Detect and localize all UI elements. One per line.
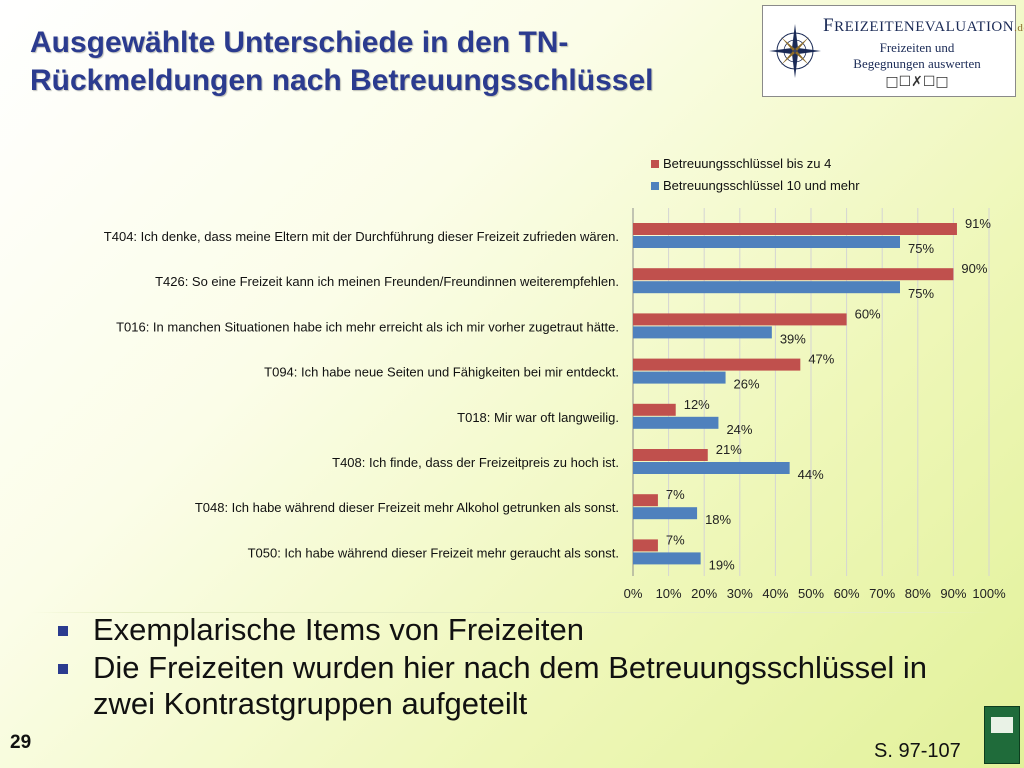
legend-swatch — [651, 160, 659, 168]
category-label: T408: Ich finde, dass der Freizeitpreis … — [332, 455, 619, 470]
bullet-item: Die Freizeiten wurden hier nach dem Betr… — [55, 650, 985, 722]
logo-tagline: Freizeiten und Begegnungen auswerten — [823, 40, 1011, 72]
bar — [633, 236, 900, 248]
legend-swatch — [651, 182, 659, 190]
logo-brand-tld: .de — [1014, 22, 1024, 34]
logo-brand-text: FREIZEITENEVALUATION.de — [823, 15, 1024, 37]
book-cover-thumbnail — [984, 706, 1020, 764]
bar — [633, 462, 790, 474]
bullet-square-icon — [58, 664, 68, 674]
data-label: 75% — [908, 241, 934, 256]
slide-title: Ausgewählte Unterschiede in den TN-Rückm… — [30, 26, 654, 97]
x-tick-label: 60% — [834, 586, 860, 601]
logo-brand-rest: REIZEITENEVALUATION — [834, 19, 1015, 35]
page-reference: S. 97-107 — [874, 740, 961, 762]
data-label: 39% — [780, 331, 806, 346]
data-label: 24% — [726, 422, 752, 437]
logo-tagline-line2: Begegnungen auswerten — [853, 56, 981, 71]
x-tick-label: 20% — [691, 586, 717, 601]
legend-label: Betreuungsschlüssel 10 und mehr — [663, 178, 860, 193]
bar — [633, 371, 726, 384]
bar — [633, 326, 772, 339]
data-label: 75% — [908, 286, 934, 301]
bar — [633, 552, 701, 565]
compass-rose-icon — [769, 24, 821, 78]
bullet-square-icon — [58, 626, 68, 636]
bullet-text: Die Freizeiten wurden hier nach dem Betr… — [93, 650, 927, 721]
category-label: T048: Ich habe während dieser Freizeit m… — [195, 500, 619, 515]
bar — [633, 416, 719, 429]
bullet-text: Exemplarische Items von Freizeiten — [93, 612, 585, 647]
category-label: T426: So eine Freizeit kann ich meinen F… — [155, 274, 619, 289]
x-tick-label: 90% — [940, 586, 966, 601]
category-label: T094: Ich habe neue Seiten und Fähigkeit… — [264, 365, 619, 380]
bar-chart: 0% 10% 20% 30% 40% 50% 60% 70% 80% 90% 100% Betreuu… — [104, 156, 1006, 601]
x-tick-label: 80% — [905, 586, 931, 601]
logo-tagline-line1: Freizeiten und — [879, 40, 955, 55]
data-label: 91% — [965, 216, 991, 231]
x-tick-label: 10% — [656, 586, 682, 601]
logo-marks: □☐✗☐□ — [885, 74, 949, 90]
x-tick-label: 30% — [727, 586, 753, 601]
data-label: 90% — [961, 261, 987, 276]
data-label: 18% — [705, 512, 731, 527]
page-number: 29 — [10, 732, 32, 753]
bullet-list: Exemplarische Items von Freizeiten Die F… — [55, 612, 985, 724]
category-label: T016: In manchen Situationen habe ich me… — [116, 319, 619, 334]
legend-label: Betreuungsschlüssel bis zu 4 — [663, 156, 831, 171]
brand-logo: FREIZEITENEVALUATION.de Freizeiten und B… — [762, 5, 1024, 97]
x-tick-label: 100% — [972, 586, 1006, 601]
category-label: T018: Mir war oft langweilig. — [457, 410, 619, 425]
bar — [633, 494, 658, 507]
divider — [30, 612, 990, 613]
x-tick-label: 50% — [798, 586, 824, 601]
data-label: 7% — [666, 532, 685, 547]
data-label: 7% — [666, 487, 685, 502]
bar — [633, 268, 954, 281]
data-label: 60% — [855, 306, 881, 321]
data-label: 19% — [709, 557, 735, 572]
data-label: 21% — [716, 442, 742, 457]
bar — [633, 403, 676, 416]
logo-brand-initial: F — [823, 15, 835, 36]
bar — [633, 223, 957, 235]
bar — [633, 358, 801, 371]
data-label: 44% — [798, 467, 824, 482]
data-label: 12% — [684, 397, 710, 412]
book-cover-label — [991, 717, 1013, 733]
bar — [633, 507, 698, 520]
bullet-item: Exemplarische Items von Freizeiten — [55, 612, 985, 648]
category-label: T050: Ich habe während dieser Freizeit m… — [248, 545, 619, 560]
bar — [633, 313, 847, 326]
data-label: 26% — [734, 377, 760, 392]
x-tick-label: 40% — [762, 586, 788, 601]
category-label: T404: Ich denke, dass meine Eltern mit d… — [104, 229, 619, 244]
bar — [633, 539, 658, 552]
bar — [633, 281, 900, 294]
bar — [633, 449, 708, 461]
x-tick-label: 70% — [869, 586, 895, 601]
data-label: 47% — [808, 352, 834, 367]
x-tick-label: 0% — [624, 586, 643, 601]
